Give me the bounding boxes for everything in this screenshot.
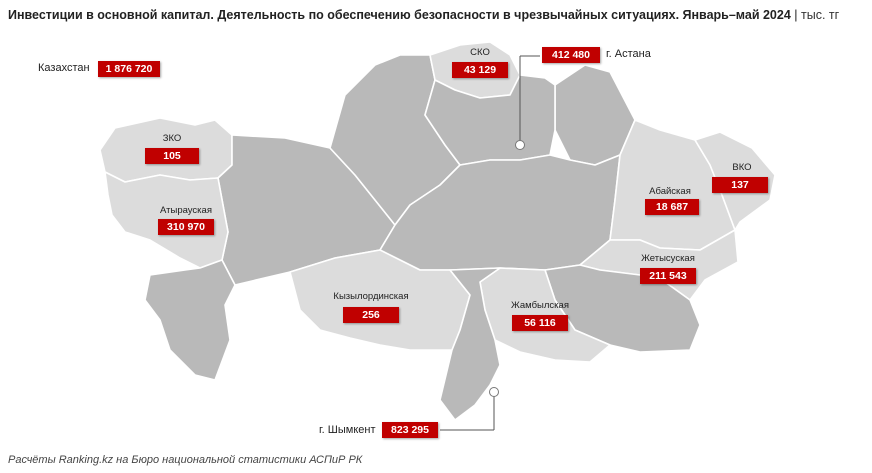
title-separator: | <box>794 8 798 22</box>
atyrau-value: 310 970 <box>158 219 214 235</box>
zhambyl-value: 56 116 <box>512 315 568 331</box>
shymkent-value: 823 295 <box>382 422 438 438</box>
astana-marker <box>515 140 525 150</box>
zko-value: 105 <box>145 148 199 164</box>
sko-name: СКО <box>470 47 490 58</box>
shymkent-marker <box>489 387 499 397</box>
region-turkestan <box>439 267 501 421</box>
abai-name: Абайская <box>649 186 691 197</box>
total-label: Казахстан <box>38 62 90 74</box>
astana-name: г. Астана <box>606 48 651 60</box>
kyzylorda-value: 256 <box>343 307 399 323</box>
atyrau-name: Атырауская <box>160 205 212 216</box>
sko-value: 43 129 <box>452 62 508 78</box>
shymkent-name: г. Шымкент <box>319 424 376 436</box>
total-value: 1 876 720 <box>98 61 160 77</box>
zhetysu-value: 211 543 <box>640 268 696 284</box>
title-main: Инвестиции в основной капитал. Деятельно… <box>8 8 791 22</box>
astana-value: 412 480 <box>542 47 600 63</box>
vko-value: 137 <box>712 177 768 193</box>
title-unit: тыс. тг <box>801 8 840 22</box>
source-note: Расчёты Ranking.kz на Бюро национальной … <box>8 454 363 466</box>
zko-name: ЗКО <box>162 133 182 144</box>
region-mangystau <box>144 259 236 381</box>
vko-name: ВКО <box>732 162 752 173</box>
zhetysu-name: Жетысуская <box>641 253 695 264</box>
abai-value: 18 687 <box>645 199 699 215</box>
chart-title: Инвестиции в основной капитал. Деятельно… <box>8 8 839 22</box>
kyzylorda-name: Кызылординская <box>333 291 409 302</box>
zhambyl-name: Жамбылская <box>511 300 569 311</box>
